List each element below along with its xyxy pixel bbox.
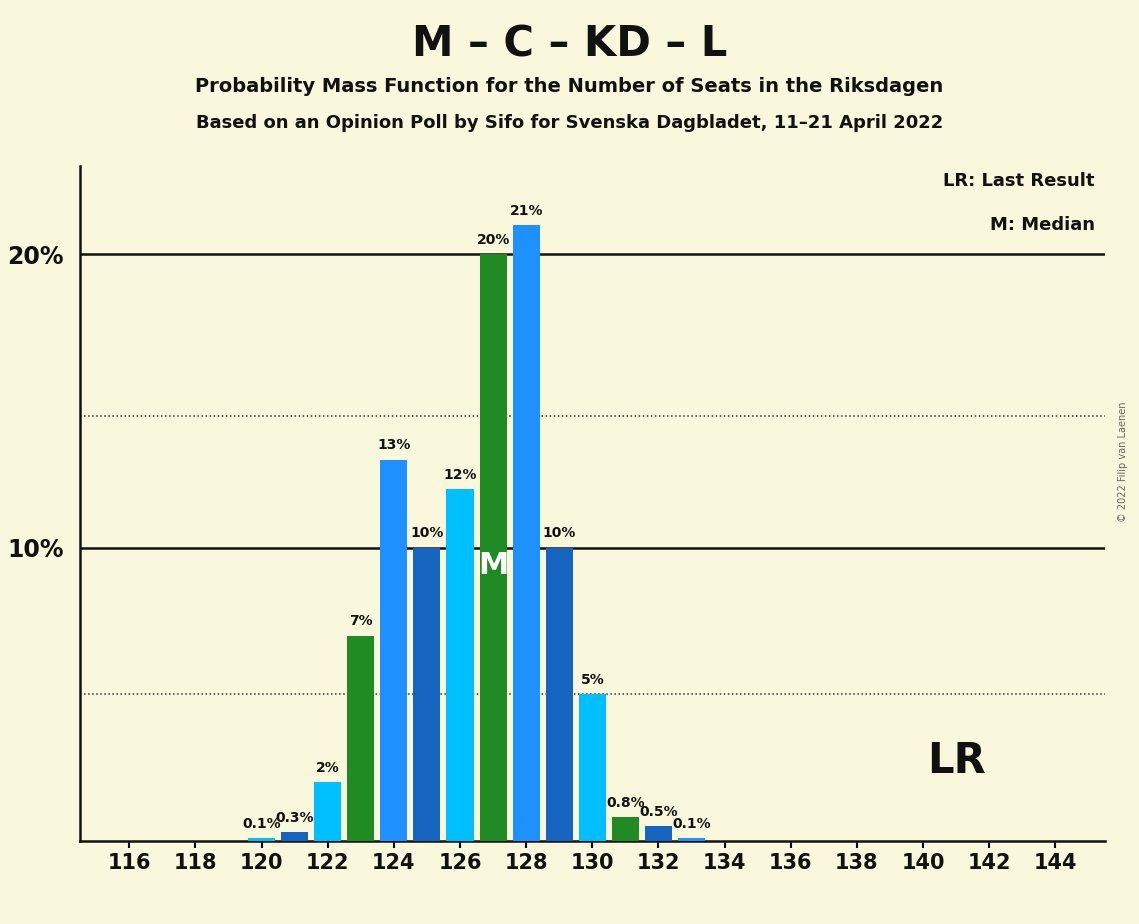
- Text: Based on an Opinion Poll by Sifo for Svenska Dagbladet, 11–21 April 2022: Based on an Opinion Poll by Sifo for Sve…: [196, 114, 943, 131]
- Text: Probability Mass Function for the Number of Seats in the Riksdagen: Probability Mass Function for the Number…: [196, 77, 943, 96]
- Text: 10%: 10%: [410, 527, 443, 541]
- Text: 0.1%: 0.1%: [243, 817, 281, 831]
- Bar: [480, 254, 507, 841]
- Bar: [645, 826, 672, 841]
- Text: 12%: 12%: [443, 468, 477, 481]
- Text: 0.1%: 0.1%: [672, 817, 711, 831]
- Bar: [380, 459, 408, 841]
- Text: 20%: 20%: [476, 233, 510, 247]
- Text: LR: Last Result: LR: Last Result: [943, 172, 1095, 190]
- Text: 10%: 10%: [542, 527, 576, 541]
- Bar: [446, 489, 474, 841]
- Bar: [612, 818, 639, 841]
- Text: 0.5%: 0.5%: [639, 805, 678, 819]
- Text: © 2022 Filip van Laenen: © 2022 Filip van Laenen: [1117, 402, 1128, 522]
- Bar: [546, 548, 573, 841]
- Text: 0.3%: 0.3%: [276, 810, 314, 825]
- Text: 7%: 7%: [349, 614, 372, 628]
- Bar: [347, 636, 375, 841]
- Bar: [248, 838, 276, 841]
- Text: M – C – KD – L: M – C – KD – L: [412, 23, 727, 65]
- Text: M: M: [478, 551, 508, 579]
- Bar: [678, 838, 705, 841]
- Bar: [413, 548, 441, 841]
- Bar: [281, 832, 309, 841]
- Text: 2%: 2%: [316, 760, 339, 775]
- Bar: [314, 783, 342, 841]
- Bar: [513, 225, 540, 841]
- Text: LR: LR: [927, 740, 985, 783]
- Text: M: Median: M: Median: [990, 216, 1095, 234]
- Text: 13%: 13%: [377, 438, 410, 452]
- Text: 5%: 5%: [581, 673, 604, 687]
- Bar: [579, 694, 606, 841]
- Text: 21%: 21%: [509, 203, 543, 218]
- Text: 0.8%: 0.8%: [606, 796, 645, 810]
